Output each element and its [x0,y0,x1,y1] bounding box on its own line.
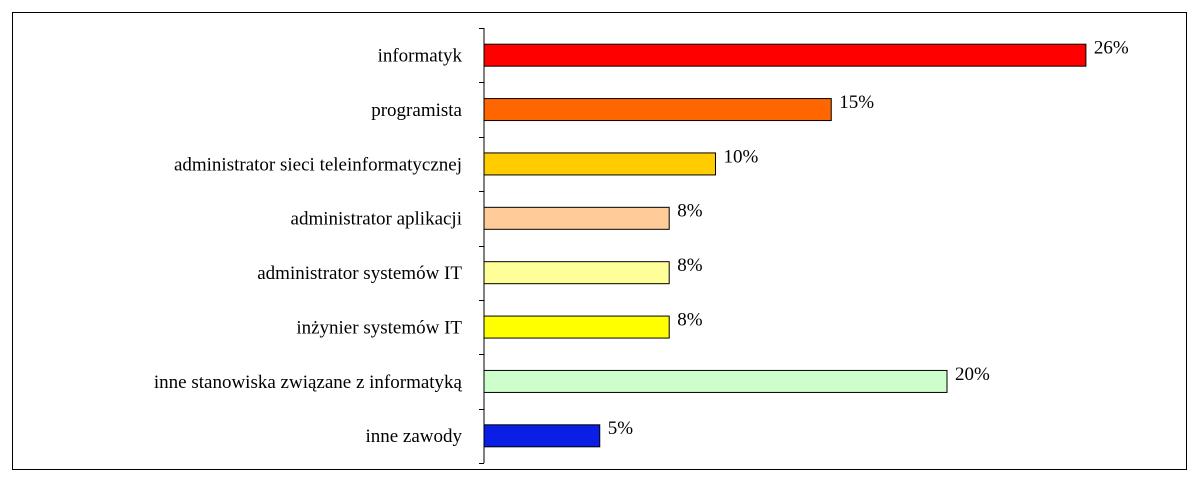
chart-frame [12,12,1187,470]
value-label: 26% [1094,38,1129,59]
bar [483,424,601,448]
value-label: 8% [677,255,703,276]
category-label: inne stanowiska związane z informatyką [154,372,463,393]
bar [483,315,670,339]
value-label: 8% [677,201,703,222]
category-label: administrator systemów IT [257,263,462,284]
value-label: 15% [839,92,874,113]
category-label: inżynier systemów IT [296,317,462,338]
value-label: 5% [608,418,634,439]
value-label: 8% [677,309,703,330]
category-label: programista [371,100,462,121]
bar [483,152,716,176]
category-label: administrator aplikacji [291,209,462,230]
bar [483,369,948,393]
bar [483,43,1087,67]
value-label: 10% [724,146,759,167]
bar [483,98,832,122]
value-label: 20% [955,364,990,385]
bar [483,261,670,285]
category-label: informatyk [378,46,463,67]
category-label: administrator sieci teleinformatycznej [174,154,462,175]
category-label: inne zawody [365,426,462,447]
bar [483,206,670,230]
